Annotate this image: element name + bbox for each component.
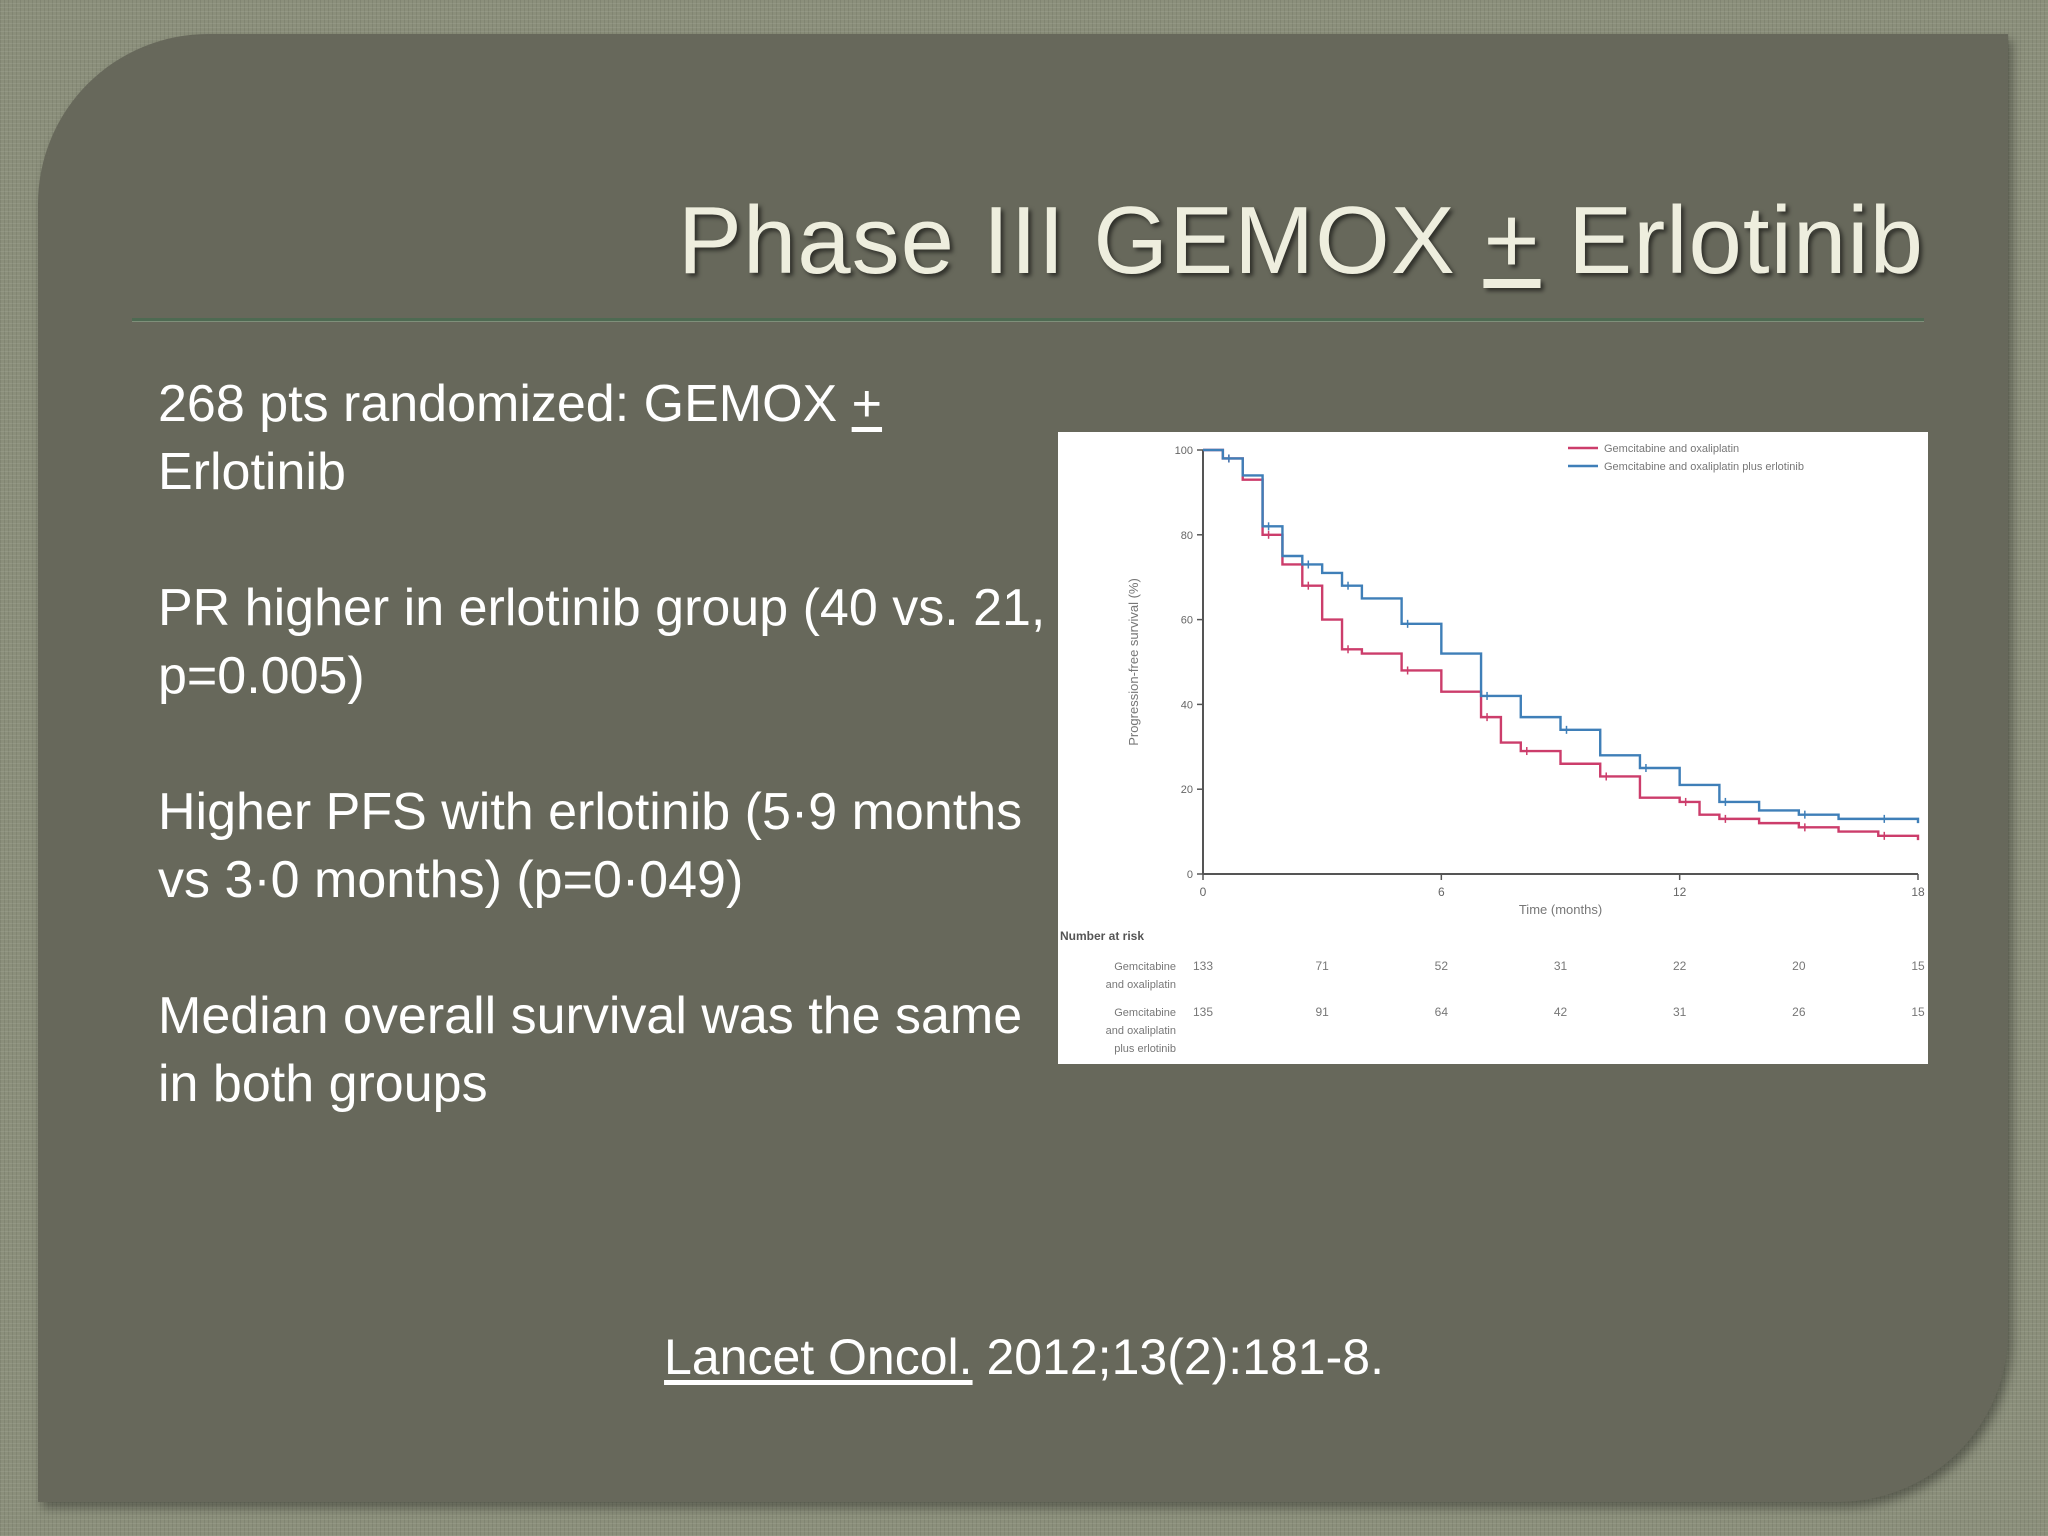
x-tick-label: 6 [1438, 885, 1445, 899]
risk-value: 31 [1673, 1005, 1687, 1019]
risk-row-label: Gemcitabine [1114, 1007, 1176, 1019]
title-divider [132, 318, 1924, 322]
risk-value: 91 [1315, 1005, 1329, 1019]
y-tick-label: 60 [1181, 615, 1193, 627]
citation: Lancet Oncol. 2012;13(2):181-8. [0, 1328, 2048, 1386]
legend-label-gemox: Gemcitabine and oxaliplatin [1604, 443, 1739, 455]
risk-row-label: Gemcitabine [1114, 961, 1176, 973]
x-axis-label: Time (months) [1519, 902, 1602, 917]
bullet-randomized: 268 pts randomized: GEMOX + Erlotinib [158, 370, 1058, 506]
bullet-randomized-tail: Erlotinib [158, 443, 346, 501]
risk-row-label: and oxaliplatin [1106, 1025, 1176, 1037]
risk-value: 26 [1792, 1005, 1806, 1019]
citation-ref: 2012;13(2):181-8. [972, 1329, 1384, 1385]
slide-title: Phase III GEMOX + Erlotinib [678, 186, 1924, 296]
risk-value: 20 [1792, 959, 1806, 973]
km-figure: 0 20 40 60 80 100 0 6 12 18 Time (months) Progressi… [1058, 432, 1928, 1064]
y-tick-label: 0 [1187, 869, 1193, 881]
y-tick-label: 20 [1181, 784, 1193, 796]
x-tick-label: 0 [1200, 885, 1207, 899]
risk-value: 135 [1193, 1005, 1213, 1019]
km-curve-gemox_erlotinib [1203, 448, 1920, 824]
risk-value: 71 [1315, 959, 1329, 973]
km-curve-gemox [1203, 448, 1920, 841]
risk-value: 15 [1911, 959, 1925, 973]
y-tick-label: 80 [1181, 530, 1193, 542]
bullet-pfs: Higher PFS with erlotinib (5·9 months vs… [158, 783, 1023, 909]
title-plus-minus: + [1483, 187, 1541, 294]
bullet-randomized-text: 268 pts randomized: GEMOX [158, 375, 852, 433]
risk-table-title: Number at risk [1060, 929, 1144, 943]
legend-label-gemox_erlotinib: Gemcitabine and oxaliplatin plus erlotin… [1604, 461, 1804, 473]
risk-row-label: and oxaliplatin [1106, 979, 1176, 991]
risk-value: 52 [1435, 959, 1449, 973]
risk-value: 22 [1673, 959, 1687, 973]
risk-value: 15 [1911, 1005, 1925, 1019]
title-tail: Erlotinib [1540, 187, 1924, 294]
y-tick-label: 100 [1175, 445, 1193, 457]
citation-journal[interactable]: Lancet Oncol. [664, 1329, 973, 1385]
bullet-pr: PR higher in erlotinib group (40 vs. 21,… [158, 579, 1046, 705]
title-main: Phase III GEMOX [677, 187, 1484, 294]
risk-row-label: plus erlotinib [1114, 1043, 1176, 1055]
x-tick-label: 12 [1673, 885, 1687, 899]
km-chart: 0 20 40 60 80 100 0 6 12 18 Time (months) Progressi… [1060, 443, 1925, 1055]
y-tick-label: 40 [1181, 699, 1193, 711]
risk-value: 31 [1554, 959, 1568, 973]
y-axis-label: Progression-free survival (%) [1126, 578, 1141, 746]
risk-value: 64 [1435, 1005, 1449, 1019]
risk-value: 133 [1193, 959, 1213, 973]
bullet-plus-minus: + [851, 375, 883, 433]
bullet-os: Median overall survival was the same in … [158, 987, 1023, 1113]
bullet-list: 268 pts randomized: GEMOX + Erlotinib PR… [158, 370, 1058, 1186]
risk-value: 42 [1554, 1005, 1568, 1019]
x-tick-label: 18 [1911, 885, 1925, 899]
